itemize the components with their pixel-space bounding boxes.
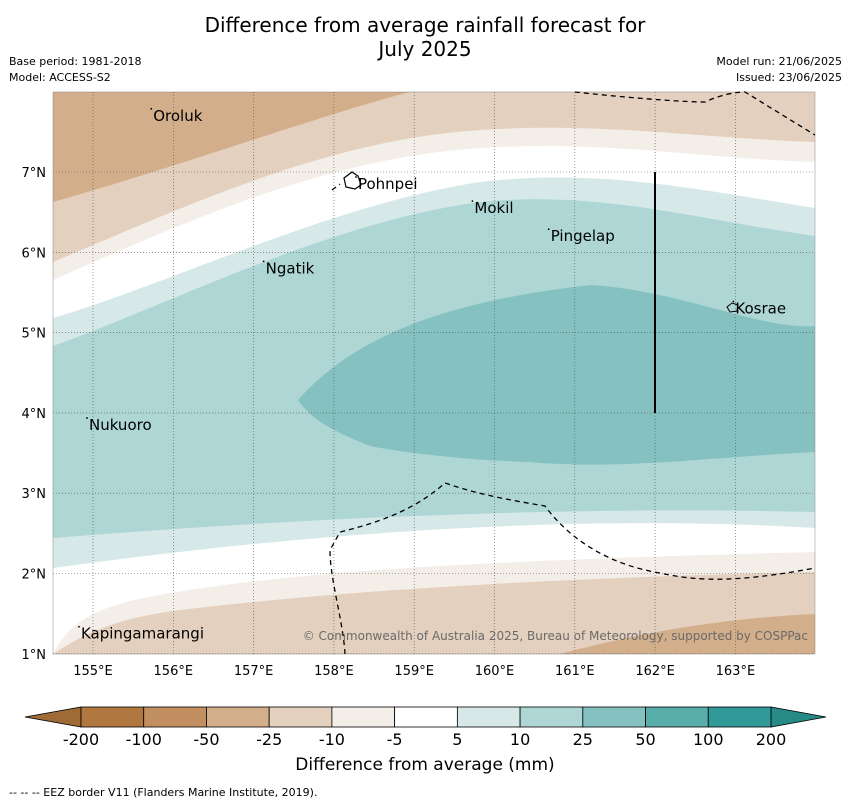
place-label: Kapingamarangi [81, 625, 204, 643]
place-label: Mokil [474, 199, 513, 217]
place-label: Pohnpei [358, 175, 418, 193]
lon-tick-label: 162°E [635, 664, 675, 679]
lat-tick-label: 5°N [22, 327, 47, 342]
pohnpei-coastline [343, 171, 362, 190]
band-wet-25-50 [298, 285, 815, 465]
lat-tick-label: 7°N [22, 166, 47, 181]
colorbar-swatch [519, 706, 584, 728]
band-south-25-10 [53, 572, 815, 654]
place-marker [86, 417, 88, 419]
title-line-1: Difference from average rainfall forecas… [204, 13, 646, 37]
model-text: Model: ACCESS-S2 [9, 71, 111, 84]
colorbar-swatch [582, 706, 646, 728]
contour-fills [53, 92, 815, 654]
colorbar-tick-label: -5 [387, 730, 403, 749]
model-run-text: Model run: 21/06/2025 [716, 55, 842, 68]
colorbar-tick-label: 50 [635, 730, 655, 749]
model-run-info: Model run: 21/06/2025 Issued: 23/06/2025 [716, 54, 842, 86]
colorbar-tick-label: 10 [510, 730, 530, 749]
title-line-2: July 2025 [378, 37, 472, 61]
eez-border-north [574, 91, 816, 136]
colorbar: -200 -100 -50 -25 -10 -5 5 10 25 50 100 200 [24, 706, 827, 749]
colorbar-tick-label: 5 [452, 730, 462, 749]
colorbar-tick-label: -200 [63, 730, 99, 749]
place-labels: Oroluk Pohnpei Mokil Pingelap Ngatik Kosrae Nu… [78, 107, 786, 643]
legend-title: Difference from average (mm) [295, 755, 555, 775]
colorbar-swatch [268, 706, 333, 728]
map-title: Difference from average rainfall forecas… [0, 13, 850, 61]
lon-tick-label: 157°E [234, 664, 274, 679]
colorbar-swatch [456, 706, 521, 728]
place-label: Ngatik [266, 259, 315, 277]
place-label: Pingelap [551, 227, 615, 245]
colorbar-swatch [707, 706, 772, 728]
place-marker [471, 200, 474, 203]
place-marker [732, 300, 735, 303]
eez-border-south [329, 482, 816, 655]
colorbar-tick-label: 25 [573, 730, 593, 749]
eez-borders [329, 91, 816, 655]
colorbar-swatch [206, 706, 270, 728]
colorbar-extend-high [770, 706, 827, 728]
place-label: Nukuoro [89, 416, 152, 434]
place-label: Kosrae [735, 300, 786, 318]
lat-tick-label: 1°N [22, 648, 47, 663]
lat-tick-label: 4°N [22, 407, 47, 422]
lat-tick-label: 6°N [22, 246, 47, 261]
colorbar-tick-label: 200 [756, 730, 787, 749]
lon-tick-label: 163°E [716, 664, 756, 679]
lon-tick-label: 161°E [555, 664, 595, 679]
place-label: Oroluk [153, 107, 202, 125]
place-marker [150, 107, 153, 110]
lon-tick-label: 155°E [73, 664, 113, 679]
band-north-50-25 [53, 92, 410, 202]
lon-tick-label: 160°E [475, 664, 515, 679]
issued-text: Issued: 23/06/2025 [735, 71, 842, 84]
colorbar-tick-label: -100 [126, 730, 162, 749]
band-south-50-25 [560, 614, 815, 654]
place-marker [78, 625, 80, 628]
colorbar-swatch [394, 706, 458, 728]
lat-tick-label: 3°N [22, 487, 47, 502]
colorbar-swatch [80, 706, 145, 728]
place-marker [355, 176, 357, 178]
colorbar-swatch [331, 706, 396, 728]
lon-tick-label: 158°E [314, 664, 354, 679]
axis-labels: 155°E 156°E 157°E 158°E 159°E 160°E 161°E 162°E… [22, 166, 756, 679]
eez-border-fragment [331, 183, 341, 191]
lat-tick-label: 2°N [22, 568, 47, 583]
place-marker [262, 260, 265, 263]
colorbar-extend-low [24, 706, 82, 728]
colorbar-tick-label: -50 [193, 730, 219, 749]
eez-footnote: -- -- -- EEZ border V11 (Flanders Marine… [9, 786, 318, 799]
kosrae-coastline [726, 302, 739, 313]
place-marker [547, 228, 550, 231]
plot-frame [52, 91, 816, 655]
colorbar-tick-label: 100 [693, 730, 724, 749]
colorbar-tick-label: -25 [256, 730, 282, 749]
copyright-notice: © Commonwealth of Australia 2025, Bureau… [303, 629, 808, 643]
colorbar-swatch [143, 706, 207, 728]
base-period-text: Base period: 1981-2018 [9, 55, 142, 68]
lon-tick-label: 159°E [394, 664, 434, 679]
lon-tick-label: 156°E [154, 664, 194, 679]
base-period-info: Base period: 1981-2018 Model: ACCESS-S2 [9, 54, 141, 86]
colorbar-swatch [645, 706, 709, 728]
colorbar-tick-label: -10 [319, 730, 345, 749]
